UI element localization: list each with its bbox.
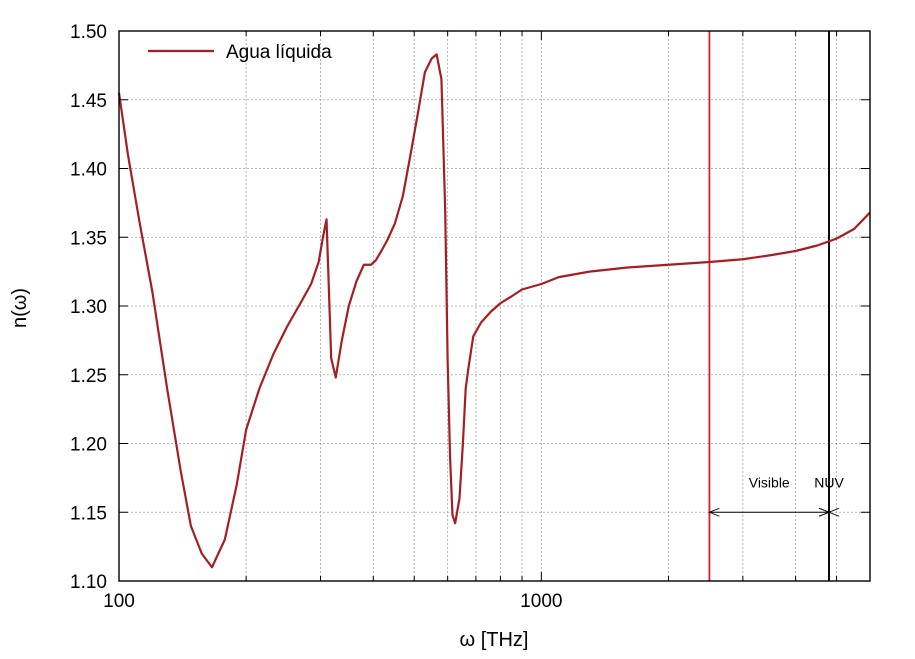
arrow-head-right — [818, 507, 831, 517]
x-tick-label: 100 — [103, 591, 135, 612]
arrow-head-left — [827, 507, 840, 517]
y-tick-label: 1.40 — [70, 160, 107, 181]
series-group — [117, 53, 871, 569]
annotation-label: NUV — [814, 474, 844, 490]
y-axis-label: n(ω) — [9, 288, 31, 328]
annotations: Visible NUV — [708, 474, 844, 517]
arrow-head-left — [708, 507, 720, 517]
series-line-agua-liquida — [117, 53, 871, 569]
y-tick-label: 1.20 — [70, 435, 107, 456]
region-boundary-lines — [708, 31, 830, 581]
x-axis-label: ω [THz] — [460, 629, 529, 651]
y-tick-label: 1.35 — [70, 228, 107, 249]
y-tick-label: 1.50 — [70, 22, 107, 43]
x-tick-label: 1000 — [520, 591, 562, 612]
grid — [119, 30, 870, 582]
legend-label-agua-liquida: Agua líquida — [226, 42, 332, 63]
ticks: 1.10 1.15 1.20 1.25 1.30 1.35 1.40 1.45 1.50 100 1… — [70, 22, 871, 612]
y-tick-label: 1.15 — [70, 503, 107, 524]
legend: Agua líquida — [148, 42, 332, 63]
y-tick-label: 1.30 — [70, 297, 107, 318]
y-tick-label: 1.25 — [70, 366, 107, 387]
y-tick-label: 1.10 — [70, 572, 107, 593]
y-tick-label: 1.45 — [70, 91, 107, 112]
annotation-label: Visible — [749, 474, 790, 490]
